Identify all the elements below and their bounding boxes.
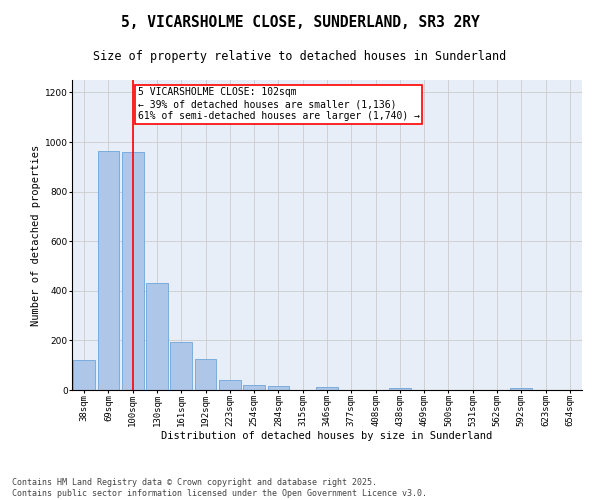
Bar [316,387,338,390]
Y-axis label: Number of detached properties: Number of detached properties [31,144,41,326]
Text: Contains HM Land Registry data © Crown copyright and database right 2025.
Contai: Contains HM Land Registry data © Crown c… [12,478,427,498]
Bar [268,386,289,390]
Bar [219,380,241,390]
Bar [122,152,143,390]
Bar [97,150,119,390]
Text: 5 VICARSHOLME CLOSE: 102sqm
← 39% of detached houses are smaller (1,136)
61% of : 5 VICARSHOLME CLOSE: 102sqm ← 39% of det… [137,88,419,120]
Bar [511,388,532,390]
Bar [243,385,265,390]
Bar [73,360,95,390]
Bar [194,359,217,390]
Bar [170,342,192,390]
Text: Size of property relative to detached houses in Sunderland: Size of property relative to detached ho… [94,50,506,63]
X-axis label: Distribution of detached houses by size in Sunderland: Distribution of detached houses by size … [161,430,493,440]
Text: 5, VICARSHOLME CLOSE, SUNDERLAND, SR3 2RY: 5, VICARSHOLME CLOSE, SUNDERLAND, SR3 2R… [121,15,479,30]
Bar [146,284,168,390]
Bar [389,388,411,390]
